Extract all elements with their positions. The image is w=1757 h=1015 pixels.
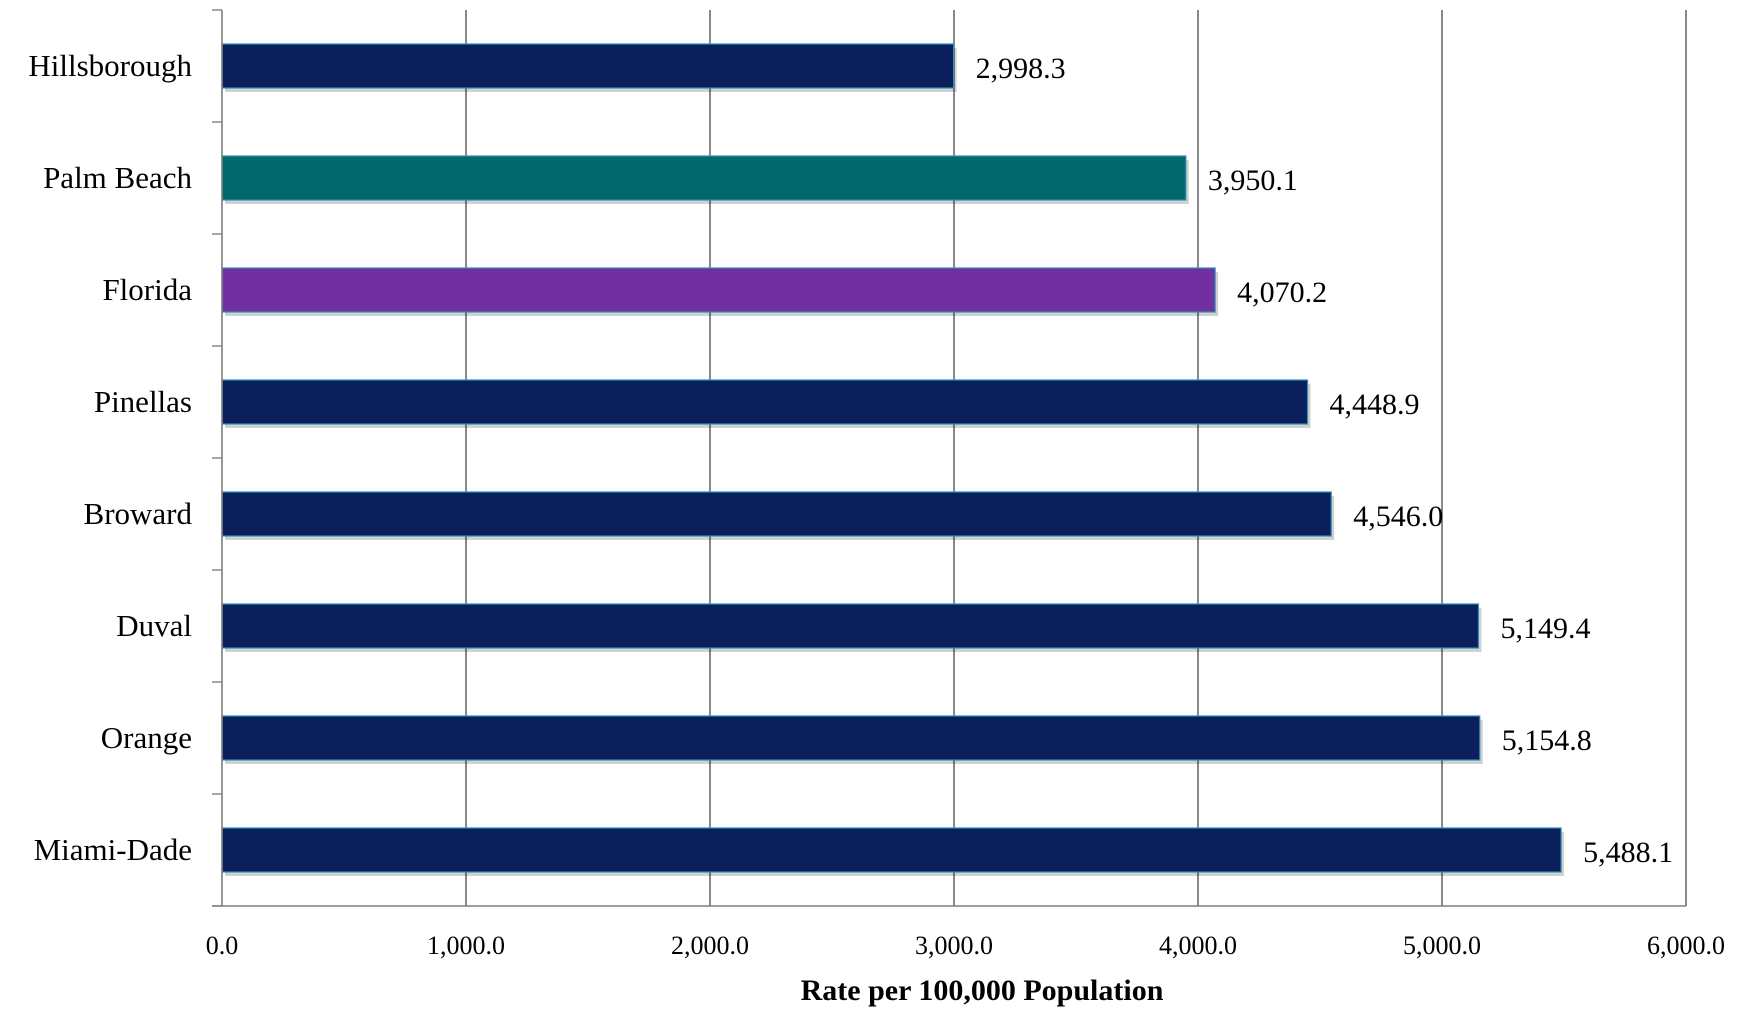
category-label: Miami-Dade — [34, 832, 192, 867]
bar-palm-beach — [221, 155, 1187, 201]
bar-orange — [221, 715, 1481, 761]
category-label: Palm Beach — [43, 160, 192, 195]
bar-broward — [221, 491, 1332, 537]
category-label: Broward — [84, 496, 193, 531]
x-tick-label: 5,000.0 — [1403, 931, 1481, 960]
data-label: 3,950.1 — [1208, 164, 1298, 197]
x-tick-label: 4,000.0 — [1159, 931, 1237, 960]
bar-pinellas — [221, 379, 1309, 425]
labels: 0.0 1,000.0 2,000.0 3,000.0 4,000.0 5,000.0 6,… — [28, 48, 1725, 960]
axes — [212, 9, 1686, 907]
category-label: Florida — [102, 272, 192, 307]
data-label: 2,998.3 — [976, 52, 1066, 85]
data-label: 5,154.8 — [1502, 724, 1592, 757]
data-label: 4,070.2 — [1237, 276, 1327, 309]
bar-miami-dade — [221, 827, 1562, 873]
gridlines — [465, 10, 1687, 906]
x-tick-label: 2,000.0 — [671, 931, 749, 960]
bar-hillsborough — [221, 43, 955, 89]
bar-duval — [221, 603, 1480, 649]
data-label: 5,149.4 — [1500, 612, 1590, 645]
bar-florida — [221, 267, 1216, 313]
x-tick-label: 0.0 — [206, 931, 239, 960]
category-label: Hillsborough — [28, 48, 192, 83]
category-label: Duval — [116, 608, 192, 643]
x-axis-title: Rate per 100,000 Population — [801, 974, 1164, 1007]
bars — [221, 43, 1565, 876]
category-label: Pinellas — [94, 384, 192, 419]
x-tick-label: 6,000.0 — [1647, 931, 1725, 960]
x-tick-label: 1,000.0 — [427, 931, 505, 960]
data-label: 4,448.9 — [1330, 388, 1420, 421]
data-label: 5,488.1 — [1583, 836, 1673, 869]
data-label: 4,546.0 — [1353, 500, 1443, 533]
x-tick-label: 3,000.0 — [915, 931, 993, 960]
category-label: Orange — [101, 720, 192, 755]
